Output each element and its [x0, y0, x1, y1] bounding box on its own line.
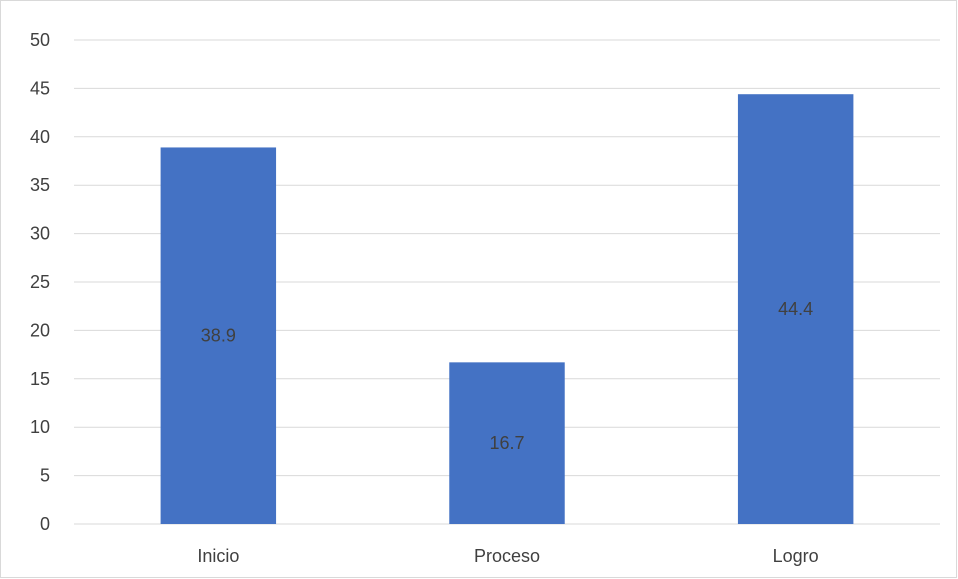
bar-logro [737, 94, 854, 524]
y-tick-label: 35 [30, 175, 50, 195]
y-tick-label: 25 [30, 272, 50, 292]
x-tick-label: Inicio [197, 546, 239, 566]
y-tick-label: 50 [30, 30, 50, 50]
x-axis-ticks: Inicio Proceso Logro [197, 546, 818, 566]
x-tick-label: Proceso [474, 546, 540, 566]
y-tick-label: 5 [40, 466, 50, 486]
y-tick-label: 30 [30, 224, 50, 244]
data-label: 38.9 [201, 326, 236, 346]
y-tick-label: 40 [30, 127, 50, 147]
y-tick-label: 15 [30, 369, 50, 389]
y-tick-label: 45 [30, 78, 50, 98]
data-label: 16.7 [489, 433, 524, 453]
y-axis-ticks: 0 5 10 15 20 25 30 35 40 45 50 [30, 30, 50, 534]
data-label: 44.4 [778, 299, 813, 319]
y-tick-label: 0 [40, 514, 50, 534]
y-tick-label: 10 [30, 417, 50, 437]
y-tick-label: 20 [30, 320, 50, 340]
x-tick-label: Logro [773, 546, 819, 566]
bars: 38.9 16.7 44.4 [160, 94, 854, 524]
bar-proceso [449, 362, 565, 524]
bar-inicio [160, 147, 277, 524]
